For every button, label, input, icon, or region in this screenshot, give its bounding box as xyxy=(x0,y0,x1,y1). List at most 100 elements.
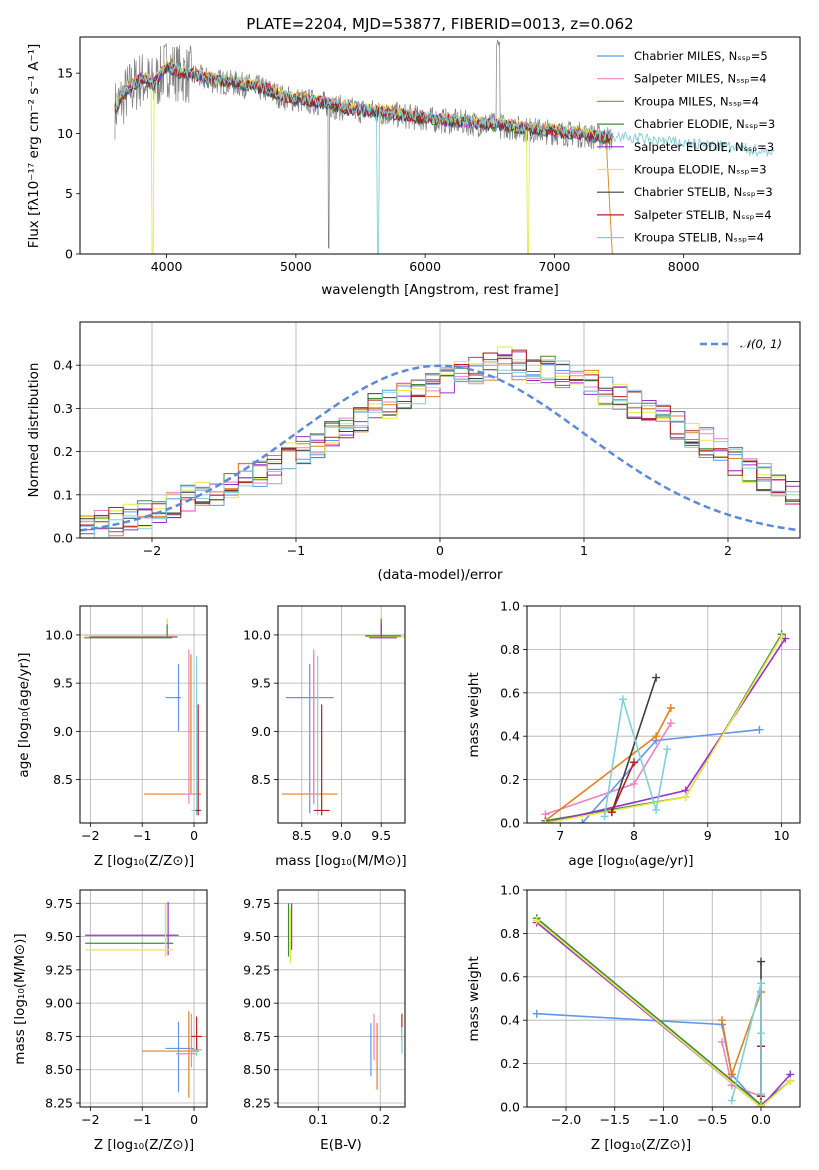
plus-marker xyxy=(755,725,764,734)
plus-marker xyxy=(757,979,765,988)
histogram-step-line xyxy=(80,360,800,538)
x-tick-label: −2 xyxy=(81,1112,99,1127)
x-tick-label: 8.5 xyxy=(292,828,312,843)
mass-vs-ebv-panel: E(B-V) 0.1 0.2 8.25 8.50 8.75 9.00 9.25 9.50 9.7… xyxy=(243,889,406,1153)
plus-marker xyxy=(727,1070,736,1079)
plus-marker xyxy=(629,779,638,788)
plus-marker xyxy=(541,819,550,823)
mw-vs-z-ylabel: mass weight xyxy=(466,956,482,1041)
mw-vs-age-xlabel: age [log₁₀(age/yr)] xyxy=(568,853,693,869)
x-tick-label: −1 xyxy=(287,543,305,558)
spectrum-title: PLATE=2204, MJD=53877, FIBERID=0013, z=0… xyxy=(246,15,633,33)
plot-area xyxy=(85,901,202,1098)
age-vs-z-panel: Z [log₁₀(Z/Z⊙)] age [log₁₀(age/yr)] −2 −1… xyxy=(16,605,208,869)
x-tick-label: 10 xyxy=(774,828,790,843)
y-tick-label: 0.3 xyxy=(53,401,73,416)
y-tick-label: 0.6 xyxy=(500,969,520,984)
plus-marker xyxy=(777,632,786,641)
y-tick-label: 0.2 xyxy=(53,444,73,459)
x-tick-label: 1 xyxy=(580,543,588,558)
y-tick-label: 10.0 xyxy=(243,627,271,642)
y-tick-label: 9.5 xyxy=(251,676,271,691)
mw-vs-z-xlabel: Z [log₁₀(Z/Z⊙)] xyxy=(591,1137,691,1153)
plus-marker xyxy=(600,812,609,821)
y-tick-label: 8.75 xyxy=(45,1029,73,1044)
normal-legend-label: 𝒩(0, 1) xyxy=(740,337,782,351)
y-tick-label: 0.6 xyxy=(500,685,520,700)
x-tick-label: −2 xyxy=(143,543,161,558)
mass-vs-z-xlabel: Z [log₁₀(Z/Z⊙)] xyxy=(94,1137,194,1153)
y-tick-label: 9.50 xyxy=(243,929,271,944)
axes-frame xyxy=(79,889,208,1108)
y-tick-label: 0.4 xyxy=(53,358,73,373)
axes-frame xyxy=(277,889,406,1108)
plus-marker xyxy=(757,1089,765,1098)
plus-marker xyxy=(757,957,765,966)
mass-weight-line xyxy=(603,699,668,817)
y-tick-label: 0.2 xyxy=(500,1056,520,1071)
axes-frame xyxy=(526,605,801,824)
mass-vs-z-panel: Z [log₁₀(Z/Z⊙)] mass [log₁₀(M/M⊙)] −2 −1 0… xyxy=(12,889,208,1153)
y-tick-label: 0.8 xyxy=(500,926,520,941)
x-tick-label: 9.5 xyxy=(371,828,391,843)
plus-marker xyxy=(607,808,616,817)
residuals-xlabel: (data-model)/error xyxy=(377,567,503,583)
model-spectrum-line xyxy=(114,59,613,254)
histogram-step-line xyxy=(80,349,800,527)
axes-frame xyxy=(79,605,208,824)
y-tick-label: 9.50 xyxy=(45,929,73,944)
plot-area xyxy=(541,630,790,823)
y-tick-label: 0.4 xyxy=(500,1013,520,1028)
plot-area xyxy=(84,618,202,816)
plot-area xyxy=(281,617,405,816)
y-tick-label: 8.75 xyxy=(243,1029,271,1044)
model-spectrum-line xyxy=(114,60,775,254)
plus-marker xyxy=(618,695,627,704)
model-spectrum-line xyxy=(114,59,613,254)
x-tick-label: −2 xyxy=(81,828,99,843)
y-tick-label: 10 xyxy=(57,126,73,141)
x-tick-label: 0 xyxy=(436,543,444,558)
x-tick-label: 0.0 xyxy=(751,1112,771,1127)
x-tick-label: −1.0 xyxy=(648,1112,678,1127)
y-tick-label: 8.5 xyxy=(251,772,271,787)
y-tick-label: 1.0 xyxy=(500,883,520,898)
y-tick-label: 9.0 xyxy=(251,724,271,739)
residuals-panel: (data-model)/error Normed distribution −… xyxy=(26,321,801,583)
y-tick-label: 0.0 xyxy=(53,531,73,546)
mass-vs-z-ylabel: mass [log₁₀(M/M⊙)] xyxy=(12,933,28,1064)
plus-marker xyxy=(666,703,675,712)
plus-marker xyxy=(681,792,690,801)
plus-marker xyxy=(652,732,661,741)
y-tick-label: 0 xyxy=(65,247,73,262)
x-tick-label: −1 xyxy=(133,1112,151,1127)
y-tick-label: 9.00 xyxy=(243,996,271,1011)
mass-weight-line xyxy=(611,761,635,813)
y-tick-label: 0.0 xyxy=(500,816,520,831)
x-tick-label: −2.0 xyxy=(551,1112,581,1127)
age-vs-mass-xlabel: mass [log₁₀(M/M⊙)] xyxy=(275,853,406,869)
plot-area xyxy=(287,903,403,1090)
y-tick-label: 0.2 xyxy=(500,772,520,787)
x-tick-label: 5000 xyxy=(280,259,312,274)
axes-frame xyxy=(526,889,801,1108)
plus-marker xyxy=(666,719,675,728)
plus-marker xyxy=(663,745,672,754)
age-vs-mass-panel: mass [log₁₀(M/M⊙)] 8.5 9.0 9.5 8.5 9.0 9.5 10.… xyxy=(243,605,407,869)
spectrum-ylabel: Flux [fλ10⁻¹⁷ erg cm⁻² s⁻¹ A⁻¹] xyxy=(26,44,42,249)
mass-weight-line xyxy=(536,1012,762,1107)
plus-marker xyxy=(727,1096,736,1105)
plus-marker xyxy=(718,1016,726,1025)
y-tick-label: 1.0 xyxy=(500,599,520,614)
model-spectrum-line xyxy=(114,62,613,143)
plot-area xyxy=(532,914,795,1107)
x-tick-label: 8 xyxy=(630,828,638,843)
y-tick-label: 0.1 xyxy=(53,487,73,502)
plus-marker xyxy=(532,1009,541,1018)
y-tick-label: 0.0 xyxy=(500,1100,520,1115)
plus-marker xyxy=(652,673,661,682)
y-tick-label: 8.5 xyxy=(53,772,73,787)
x-tick-label: 0.2 xyxy=(370,1112,390,1127)
x-tick-label: 4000 xyxy=(151,259,183,274)
